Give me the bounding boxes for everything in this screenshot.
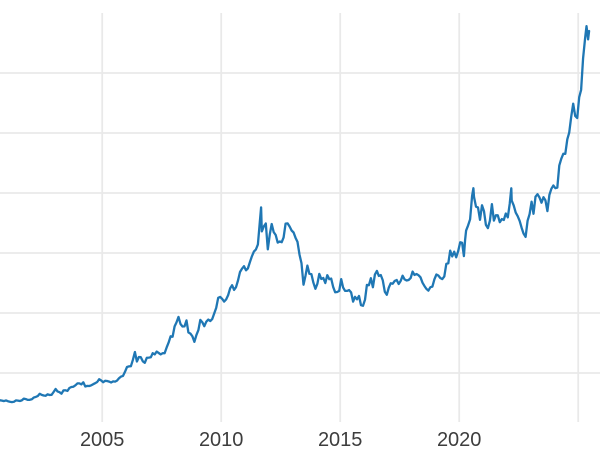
x-tick-label: 2005 xyxy=(80,429,125,450)
x-tick-label: 2020 xyxy=(437,429,482,450)
x-tick-label: 2010 xyxy=(199,429,244,450)
horizontal-gridlines xyxy=(0,72,600,374)
price-line-layer xyxy=(0,25,591,404)
x-tick-label: 2015 xyxy=(318,429,363,450)
series-line xyxy=(0,25,591,404)
vertical-gridlines xyxy=(101,13,580,422)
x-axis-tick-labels: 2005 2010 2015 2020 xyxy=(80,429,482,450)
